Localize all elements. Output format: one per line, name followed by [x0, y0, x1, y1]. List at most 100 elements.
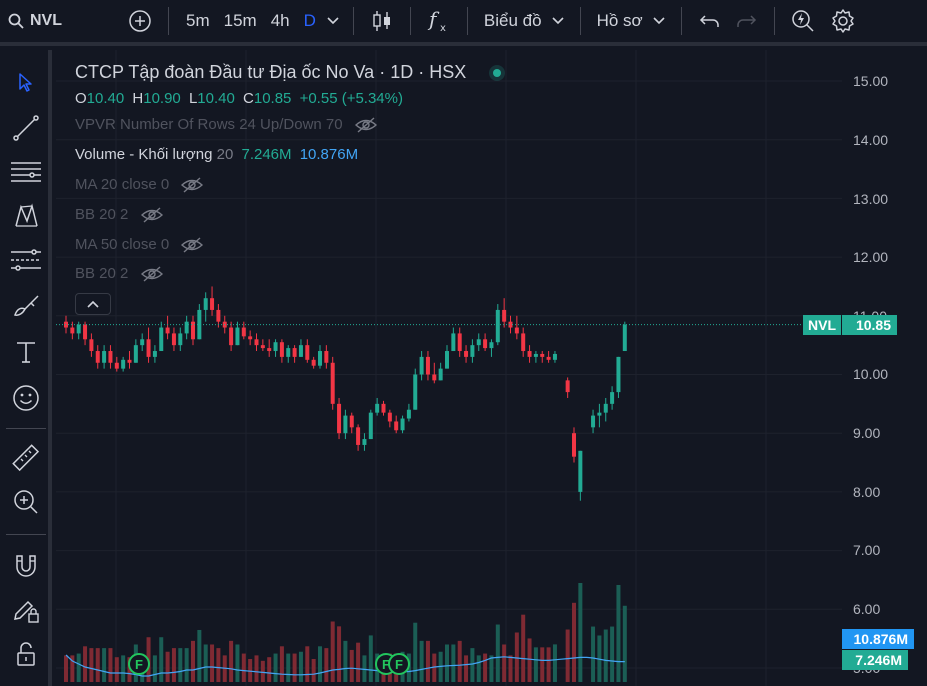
volume-bar [546, 647, 551, 682]
gear-icon [831, 9, 854, 33]
timeframe-dropdown-button[interactable] [323, 0, 343, 44]
high-label: H [132, 90, 144, 107]
settings-button[interactable] [825, 0, 861, 44]
brush-tool-button[interactable] [8, 288, 44, 324]
text-icon [17, 342, 35, 363]
close-label: C [243, 90, 254, 107]
candle-body [368, 412, 373, 440]
indicator-bb1-label: BB 20 2 [75, 206, 129, 223]
volume-bar [527, 638, 532, 682]
eye-hidden-icon[interactable] [181, 176, 204, 194]
indicator-volume[interactable]: Volume - Khối lượng 20 7.246M 10.876M [75, 146, 358, 163]
volume-bar [248, 659, 253, 682]
volume-bar [203, 644, 208, 682]
prediction-tool-button[interactable] [8, 242, 44, 278]
indicator-ma50[interactable]: MA 50 close 0 [75, 236, 204, 254]
redo-icon [736, 15, 756, 27]
magnet-button[interactable] [8, 548, 44, 584]
candle-body [178, 333, 183, 346]
ruler-icon [12, 444, 40, 472]
fib-tool-button[interactable] [8, 154, 44, 190]
candle-body [146, 339, 151, 357]
candle-body [95, 351, 100, 363]
volume-bar [572, 602, 576, 682]
candle-body [159, 327, 164, 352]
candle-body [489, 342, 494, 349]
timeframe-4h[interactable]: 4h [270, 11, 290, 30]
pattern-tool-button[interactable] [8, 198, 44, 234]
volume-bar [197, 629, 202, 682]
high-value: 10.90 [143, 90, 181, 107]
quick-search-button[interactable] [785, 0, 821, 44]
candle-type-button[interactable] [364, 0, 400, 44]
indicator-ma20[interactable]: MA 20 close 0 [75, 176, 204, 194]
candle-body [470, 345, 475, 357]
eye-hidden-icon[interactable] [354, 116, 377, 134]
timeframe-15m[interactable]: 15m [223, 11, 257, 30]
candle-body [89, 339, 94, 352]
candle-body [210, 298, 215, 310]
volume-bar [533, 647, 538, 682]
volume-bar [127, 657, 132, 682]
volume-bar [432, 653, 437, 682]
lightning-search-icon [791, 10, 814, 32]
toolbar-divider [6, 534, 46, 535]
candle-body [241, 327, 246, 337]
candle-body [305, 345, 310, 360]
symbol-search-button[interactable]: NVL [0, 0, 120, 44]
chart-title: CTCP Tập đoàn Đầu tư Địa ốc No Va · 1D ·… [75, 62, 502, 83]
volume-ma-value: 10.876M [299, 146, 359, 163]
volume-bar [451, 644, 456, 682]
unlock-button[interactable] [8, 636, 44, 672]
emoji-tool-button[interactable] [8, 380, 44, 416]
eye-hidden-icon[interactable] [181, 236, 204, 254]
price-axis[interactable]: 15.00 14.00 13.00 12.00 11.00 10.00 9.00… [842, 50, 927, 686]
volume-bar [95, 648, 100, 682]
candle-body [464, 351, 469, 357]
candle-body [406, 409, 411, 419]
eye-hidden-icon[interactable] [140, 265, 163, 283]
indicator-ma20-label: MA 20 close 0 [75, 176, 170, 193]
candle-body [216, 309, 221, 322]
cursor-tool-button[interactable] [8, 64, 44, 100]
chart-type-dropdown[interactable]: Biểu đồ [478, 0, 570, 44]
symbol-price-badge: NVL [803, 315, 841, 335]
volume-bar [616, 584, 621, 682]
event-marker-f[interactable]: F [128, 653, 150, 675]
undo-button[interactable] [692, 0, 728, 44]
candle-body [133, 345, 138, 363]
candle-body [127, 359, 132, 363]
zoom-in-button[interactable] [8, 484, 44, 520]
volume-bar [330, 621, 335, 682]
text-tool-button[interactable] [8, 334, 44, 370]
volume-bar [349, 649, 354, 682]
indicator-bb2[interactable]: BB 20 2 [75, 265, 163, 283]
trend-line-tool-button[interactable] [8, 110, 44, 146]
compare-symbol-button[interactable] [122, 0, 158, 44]
volume-bar [191, 640, 195, 682]
price-tick: 13.00 [853, 191, 889, 207]
collapse-legend-button[interactable] [75, 293, 111, 315]
indicator-bb1[interactable]: BB 20 2 [75, 206, 163, 224]
price-tick: 6.00 [853, 601, 881, 617]
volume-bar [343, 640, 348, 682]
volume-bar [286, 653, 291, 682]
eye-hidden-icon[interactable] [140, 206, 163, 224]
profile-dropdown[interactable]: Hồ sơ [591, 0, 671, 44]
timeframe-5m[interactable]: 5m [186, 11, 210, 30]
indicator-vpvr[interactable]: VPVR Number Of Rows 24 Up/Down 70 [75, 116, 377, 134]
redo-button[interactable] [728, 0, 764, 44]
candle-body [540, 353, 545, 357]
candle-body [502, 309, 507, 322]
volume-bar [241, 653, 246, 682]
candle-body [76, 324, 81, 334]
candle-body [362, 439, 367, 445]
lock-drawings-button[interactable] [8, 592, 44, 628]
event-marker-f[interactable]: F [388, 653, 410, 675]
measure-tool-button[interactable] [8, 440, 44, 476]
timeframe-d[interactable]: D [303, 11, 316, 30]
last-price-label: 10.85 [855, 317, 891, 333]
